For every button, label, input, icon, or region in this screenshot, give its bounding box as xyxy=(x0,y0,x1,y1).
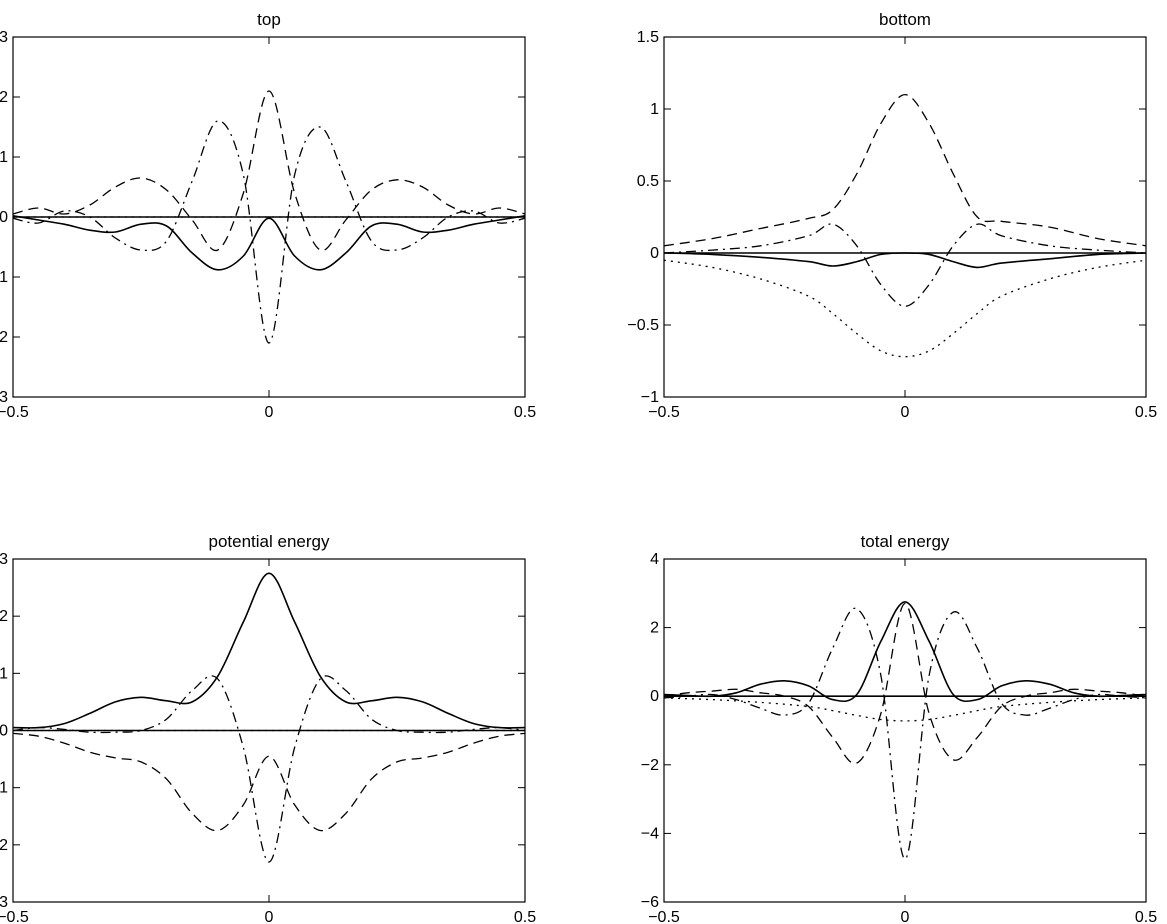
x-tick-label: −0.5 xyxy=(0,909,29,924)
series-line-solid xyxy=(663,252,1147,269)
series-line-dashed xyxy=(12,732,526,832)
panel-potential-energy: potential energy −0.5 0 0.5 −3 −2 −1 0 1 2 3 xyxy=(0,532,536,924)
x-tick-label: 0.5 xyxy=(1135,404,1157,421)
x-tick-label: 0 xyxy=(265,909,274,924)
y-tick-label: 1.5 xyxy=(637,29,659,46)
y-tick-label: 4 xyxy=(650,551,659,568)
x-tick-label: 0 xyxy=(265,404,274,421)
y-tick-label: 1 xyxy=(650,101,659,118)
series-line-dashed xyxy=(663,93,1147,247)
y-tick-label: −1 xyxy=(641,389,659,406)
panel-title: bottom xyxy=(879,10,931,29)
series-line-dashed xyxy=(663,602,1147,765)
y-tick-label: 3 xyxy=(0,551,8,568)
y-tick-label: 0 xyxy=(0,723,8,740)
y-tick-label: −6 xyxy=(641,894,659,911)
y-tick-label: 1 xyxy=(0,149,8,166)
series-line-dashdot xyxy=(663,607,1147,860)
y-tick-label: 3 xyxy=(0,29,8,46)
y-tick-label: −2 xyxy=(0,329,8,346)
y-tick-label: 0.5 xyxy=(637,173,659,190)
x-tick-label: −0.5 xyxy=(0,404,29,421)
panel-title: top xyxy=(257,10,281,29)
series-line-solid xyxy=(663,601,1147,703)
series-line-dashed xyxy=(12,90,526,252)
y-tick-label: 0 xyxy=(650,688,659,705)
x-tick-label: 0 xyxy=(901,909,910,924)
panel-title: potential energy xyxy=(209,532,330,551)
x-tick-label: −0.5 xyxy=(648,909,680,924)
series-line-dashdot xyxy=(663,223,1147,307)
series-line-dotted xyxy=(663,697,1147,722)
axes-frame xyxy=(663,36,1147,398)
y-tick-label: −2 xyxy=(0,837,8,854)
series-line-solid xyxy=(12,572,526,729)
y-tick-label: 2 xyxy=(0,608,8,625)
axes-frame xyxy=(663,558,1147,903)
panel-title: total energy xyxy=(861,532,950,551)
series-line-solid xyxy=(12,215,526,271)
panel-total-energy: total energy −0.5 0 0.5 −6 −4 −2 0 2 4 xyxy=(641,532,1157,924)
y-tick-label: −1 xyxy=(0,269,8,286)
y-tick-label: −3 xyxy=(0,389,8,406)
x-tick-label: 0 xyxy=(901,404,910,421)
panel-bottom: bottom−0.5 0 0.5−1−0.500.511.5 xyxy=(627,10,1157,421)
y-tick-label: −0.5 xyxy=(627,317,659,334)
series-line-dotted xyxy=(663,259,1147,358)
x-tick-label: 0.5 xyxy=(514,909,536,924)
series-line-dashdot xyxy=(12,120,526,344)
series-line-dashdot xyxy=(12,675,526,863)
y-tick-label: 2 xyxy=(650,620,659,637)
y-tick-label: −2 xyxy=(641,757,659,774)
y-tick-label: 0 xyxy=(650,245,659,262)
x-tick-label: −0.5 xyxy=(648,404,680,421)
y-tick-label: 0 xyxy=(0,209,8,226)
y-tick-label: 1 xyxy=(0,665,8,682)
x-tick-label: 0.5 xyxy=(514,404,536,421)
y-tick-label: −4 xyxy=(641,825,659,842)
y-tick-label: −3 xyxy=(0,894,8,911)
y-tick-label: 2 xyxy=(0,89,8,106)
x-tick-label: 0.5 xyxy=(1135,909,1157,924)
y-tick-label: −1 xyxy=(0,780,8,797)
